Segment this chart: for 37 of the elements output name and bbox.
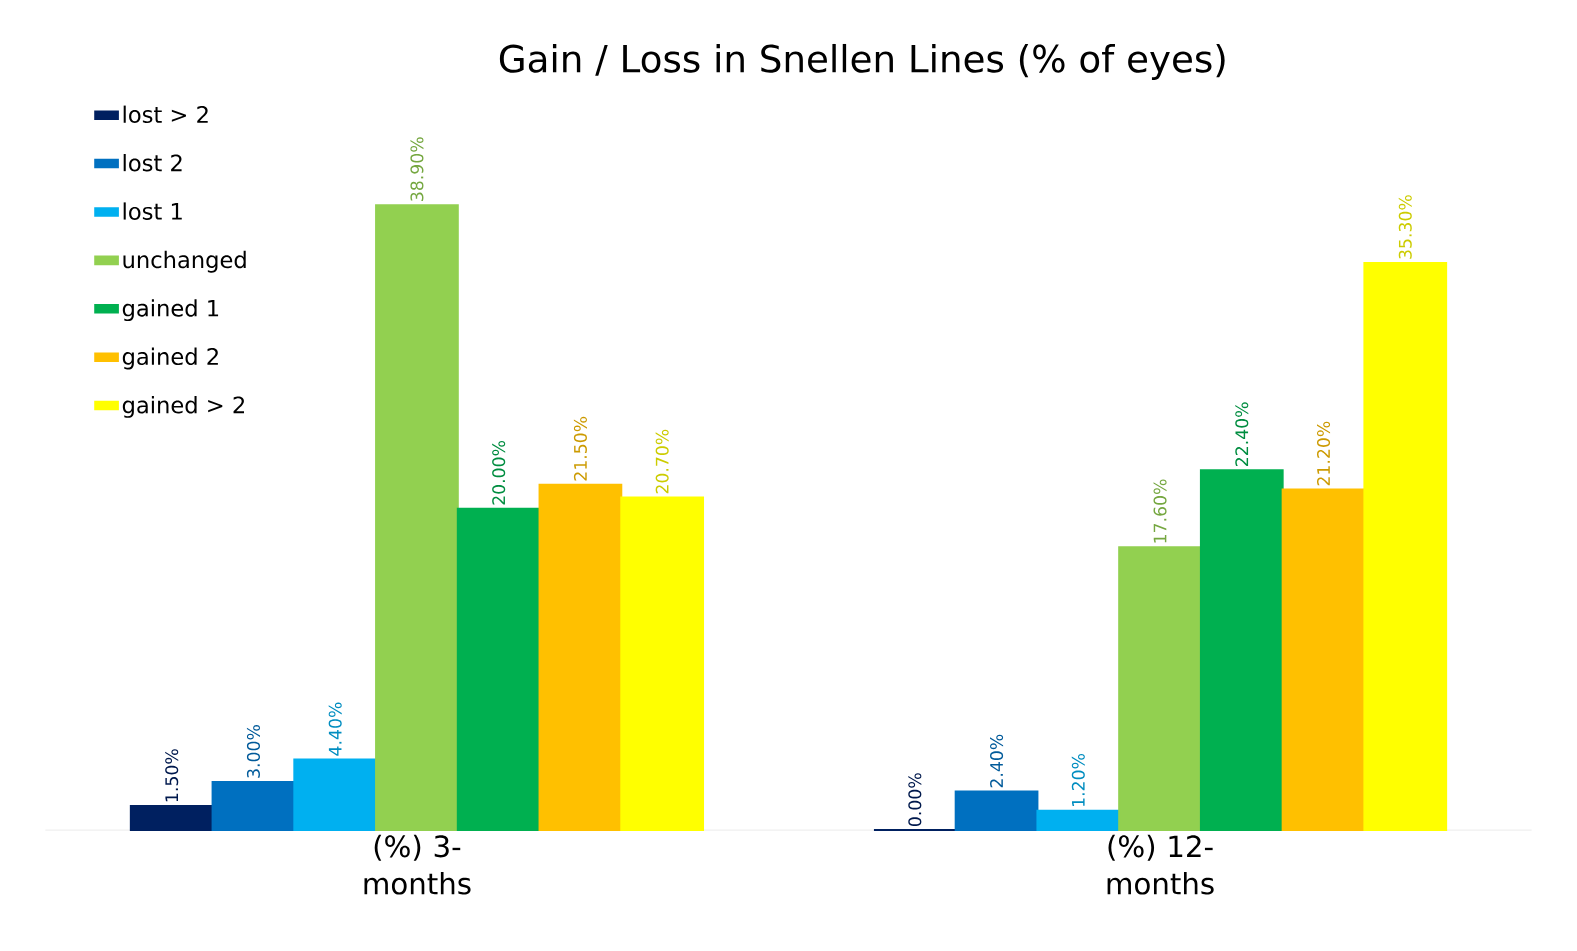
legend-label: lost 1	[123, 202, 182, 220]
data-label: 0.00%	[908, 773, 922, 826]
bar	[1036, 809, 1121, 832]
data-label: 21.20%	[1316, 421, 1331, 486]
data-label: 2.40%	[990, 734, 1004, 788]
legend-label: unchanged	[123, 250, 246, 273]
data-label: 1.50%	[165, 749, 179, 802]
data-label: 4.40%	[328, 702, 342, 756]
bar	[954, 790, 1039, 832]
data-label: 1.20%	[1071, 753, 1085, 806]
bar	[1281, 488, 1366, 832]
x-tick-label: (%) 3- months	[364, 834, 471, 895]
legend-label: lost > 2	[123, 105, 208, 124]
legend-label: gained 2	[122, 347, 218, 370]
bar	[620, 496, 705, 832]
legend-label: lost 2	[123, 153, 182, 172]
data-label: 22.40%	[1235, 402, 1249, 466]
bar	[211, 780, 296, 832]
bar	[1199, 469, 1284, 832]
chart-title: Gain / Loss in Snellen Lines (% of eyes)	[499, 43, 1225, 80]
bar	[129, 804, 214, 832]
legend-label: gained 1	[122, 299, 219, 322]
data-label: 38.90%	[410, 137, 424, 201]
data-label: 3.00%	[246, 724, 260, 778]
legend-label: gained > 2	[122, 395, 245, 418]
data-label: 35.30%	[1398, 195, 1412, 259]
bar	[1118, 546, 1202, 832]
data-label: 17.60%	[1153, 479, 1167, 543]
bar	[375, 204, 459, 832]
data-label: 20.70%	[655, 429, 669, 494]
data-label: 20.00%	[492, 440, 506, 505]
bar	[538, 483, 623, 832]
bar	[456, 507, 541, 832]
bar	[1363, 261, 1448, 832]
data-label: 21.50%	[573, 416, 587, 481]
x-tick-label: (%) 12- months	[1107, 834, 1214, 895]
bar	[293, 758, 378, 832]
